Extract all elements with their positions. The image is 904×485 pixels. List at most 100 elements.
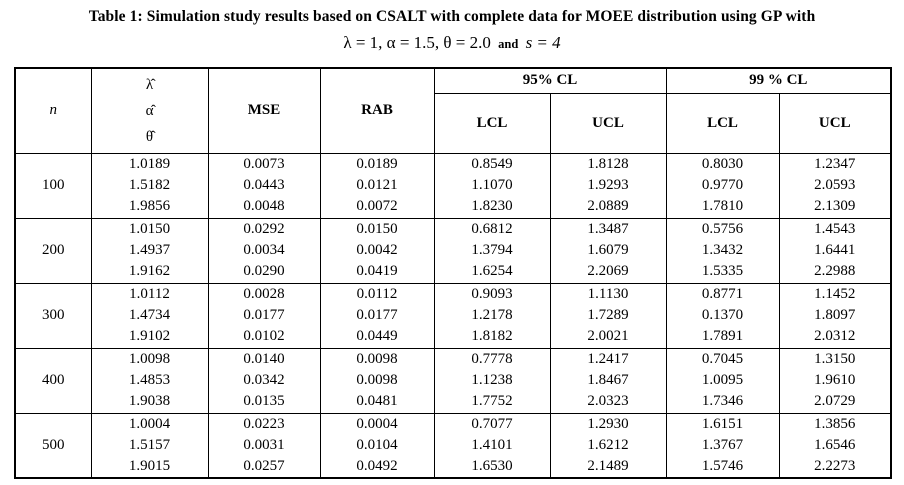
table-value: 1.0112 xyxy=(129,286,170,302)
table-value: 2.2273 xyxy=(814,457,856,474)
col-header-rab: RAB xyxy=(319,67,435,154)
col-header-99cl: 99 % CL xyxy=(665,67,892,94)
table-value: 0.0443 xyxy=(243,177,285,193)
estimates-cell: 1.0112 1.4734 1.9102 xyxy=(90,282,209,349)
table-value: 1.8182 xyxy=(471,328,513,344)
table-value: 1.6079 xyxy=(587,242,629,258)
caption-parameters: λ = 1, α = 1.5, θ = 2.0 and s = 4 xyxy=(0,33,904,53)
cl99-lcl-cell: 0.5756 1.3432 1.5335 xyxy=(665,217,780,284)
table-value: 1.6254 xyxy=(471,263,513,279)
cl99-ucl-cell: 1.3856 1.6546 2.2273 xyxy=(778,412,892,479)
table-value: 2.0323 xyxy=(587,393,629,409)
cl99-ucl-cell: 1.4543 1.6441 2.2988 xyxy=(778,217,892,284)
table-value: 0.0223 xyxy=(243,415,285,432)
rab-cell: 0.0004 0.0104 0.0492 xyxy=(319,412,435,479)
cl99-lcl-cell: 0.8030 0.9770 1.7810 xyxy=(665,152,780,219)
table-value: 1.4543 xyxy=(814,221,856,237)
table-value: 0.0449 xyxy=(356,328,398,344)
cl99-lcl-cell: 1.6151 1.3767 1.5746 xyxy=(665,412,780,479)
table-value: 0.0031 xyxy=(243,436,285,453)
col-header-95-lcl: LCL xyxy=(433,92,551,154)
table-value: 2.0312 xyxy=(814,328,856,344)
table-value: 0.0257 xyxy=(243,457,285,474)
col-header-99-ucl: UCL xyxy=(778,92,892,154)
table-value: 1.3150 xyxy=(814,351,856,367)
table-value: 0.0290 xyxy=(243,263,285,279)
table-value: 1.8230 xyxy=(471,198,513,214)
table-value: 0.0121 xyxy=(356,177,398,193)
cl99-ucl-cell: 1.3150 1.9610 2.0729 xyxy=(778,347,892,414)
table-value: 1.0150 xyxy=(128,221,171,237)
table-value: 1.5335 xyxy=(701,263,744,279)
rab-cell: 0.0112 0.0177 0.0449 xyxy=(319,282,435,349)
sample-size-cell: 300 xyxy=(14,282,92,349)
cl95-lcl-cell: 0.6812 1.3794 1.6254 xyxy=(433,217,551,284)
table-value: 1.9102 xyxy=(128,328,171,344)
table-value: 1.5157 xyxy=(128,436,171,453)
table-value: 1.3767 xyxy=(701,436,744,453)
col-header-mse: MSE xyxy=(207,67,321,154)
table-value: 1.6546 xyxy=(814,436,856,453)
table-row: 500 1.0004 1.5157 1.9015 0.0223 0.0031 0.0257 0… xyxy=(14,412,892,479)
table-value: 0.9770 xyxy=(701,177,744,193)
table-value: 1.1070 xyxy=(471,177,513,193)
col-header-99-lcl: LCL xyxy=(665,92,780,154)
table-value: 1.7289 xyxy=(587,307,629,323)
table-value: 0.7778 xyxy=(471,351,513,367)
sample-size-cell: 400 xyxy=(14,347,92,414)
col-header-95-ucl: UCL xyxy=(549,92,667,154)
table-value: 1.9610 xyxy=(814,372,856,388)
table-body: 100 1.0189 1.5182 1.9856 0.0073 0.0443 0.0048 0… xyxy=(14,152,892,479)
cl99-ucl-cell: 1.2347 2.0593 2.1309 xyxy=(778,152,892,219)
caption-math-params: λ = 1, α = 1.5, θ = 2.0 xyxy=(343,33,491,52)
table-value: 0.0048 xyxy=(243,198,285,214)
mse-cell: 0.0028 0.0177 0.0102 xyxy=(207,282,321,349)
table-value: 0.0102 xyxy=(243,328,285,344)
table-value: 1.4734 xyxy=(128,307,171,323)
table-value: 1.9856 xyxy=(128,198,171,214)
table-value: 1.1452 xyxy=(814,286,856,302)
table-value: 0.0492 xyxy=(356,457,398,474)
param-lambda-hat: λ̂ xyxy=(145,76,154,93)
table-value: 1.1130 xyxy=(587,286,629,302)
table-value: 1.4937 xyxy=(128,242,171,258)
table-value: 1.9162 xyxy=(128,263,171,279)
table-value: 0.0112 xyxy=(356,286,398,302)
table-caption: Table 1: Simulation study results based … xyxy=(0,8,904,53)
estimates-cell: 1.0150 1.4937 1.9162 xyxy=(90,217,209,284)
mse-cell: 0.0223 0.0031 0.0257 xyxy=(207,412,321,479)
table-value: 0.8549 xyxy=(471,156,513,172)
table-value: 0.0028 xyxy=(243,286,285,302)
table-value: 0.5756 xyxy=(701,221,744,237)
table-value: 1.7752 xyxy=(471,393,513,409)
table-value: 1.7891 xyxy=(701,328,744,344)
table-value: 0.7077 xyxy=(471,415,513,432)
table-value: 0.0042 xyxy=(356,242,398,258)
estimates-cell: 1.0098 1.4853 1.9038 xyxy=(90,347,209,414)
table-row: 300 1.0112 1.4734 1.9102 0.0028 0.0177 0.0102 0… xyxy=(14,282,892,349)
table-value: 0.8771 xyxy=(701,286,744,302)
col-header-n: n xyxy=(14,67,92,154)
cl95-lcl-cell: 0.9093 1.2178 1.8182 xyxy=(433,282,551,349)
table-value: 1.6212 xyxy=(587,436,629,453)
rab-cell: 0.0098 0.0098 0.0481 xyxy=(319,347,435,414)
table-row: 400 1.0098 1.4853 1.9038 0.0140 0.0342 0.0135 0… xyxy=(14,347,892,414)
table-row: 100 1.0189 1.5182 1.9856 0.0073 0.0443 0.0048 0… xyxy=(14,152,892,219)
table-value: 1.2930 xyxy=(587,415,629,432)
table-value: 1.7810 xyxy=(701,198,744,214)
estimates-cell: 1.0004 1.5157 1.9015 xyxy=(90,412,209,479)
table-value: 1.9293 xyxy=(587,177,629,193)
caption-title: Table 1: Simulation study results based … xyxy=(88,8,816,25)
table-value: 2.2988 xyxy=(814,263,856,279)
cl99-lcl-cell: 0.8771 0.1370 1.7891 xyxy=(665,282,780,349)
cl95-ucl-cell: 1.2930 1.6212 2.1489 xyxy=(549,412,667,479)
sample-size-cell: 200 xyxy=(14,217,92,284)
table-value: 0.0189 xyxy=(356,156,398,172)
table-value: 0.0481 xyxy=(356,393,398,409)
table-value: 1.3794 xyxy=(471,242,513,258)
table-value: 1.2417 xyxy=(587,351,629,367)
table-value: 1.5182 xyxy=(128,177,171,193)
table-value: 0.6812 xyxy=(471,221,513,237)
table-row: 200 1.0150 1.4937 1.9162 0.0292 0.0034 0.0290 0… xyxy=(14,217,892,284)
cl99-ucl-cell: 1.1452 1.8097 2.0312 xyxy=(778,282,892,349)
